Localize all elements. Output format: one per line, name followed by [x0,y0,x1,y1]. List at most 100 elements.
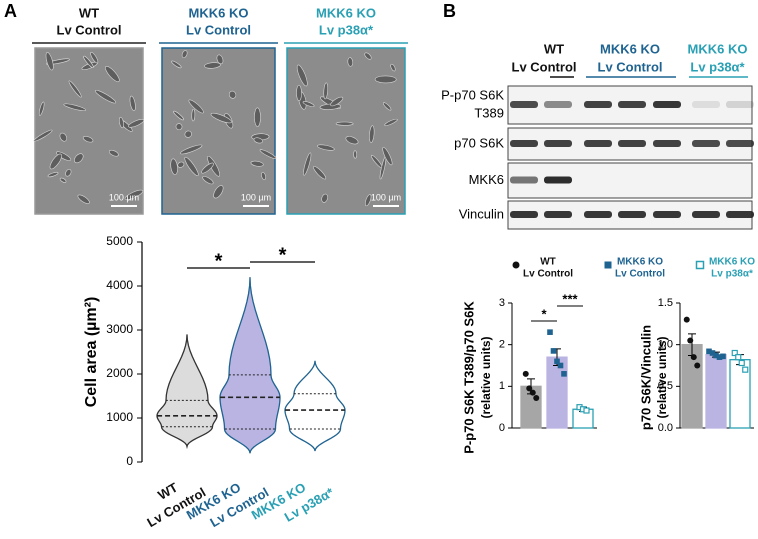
data-point [522,370,529,377]
legend-marker [604,261,612,269]
data-point [683,316,690,323]
legend-label: MKK6 KO [617,257,663,268]
blot-band [653,140,681,147]
blot-band [510,101,538,108]
legend-marker [512,261,520,269]
violin [219,277,281,454]
cell [228,90,237,99]
blot-band [584,140,612,147]
data-point [547,329,553,335]
image-title: MKK6 KO [316,5,376,20]
data-point [731,349,738,357]
significance-label: * [215,250,223,272]
data-point [742,366,749,373]
y-tick-label: 1000 [106,410,133,424]
cell [128,119,145,128]
data-point [561,371,567,377]
cell [313,166,327,180]
cell [181,50,188,59]
image-title: MKK6 KO [189,5,249,20]
blot-band [653,211,681,218]
y-axis-label: Cell area (µm²) [83,297,100,408]
cell [317,144,335,151]
y-tick-label: 1.0 [658,339,673,351]
blot-row-label: T389 [474,105,504,120]
cell [82,136,94,143]
cell [184,156,199,177]
cell [177,161,185,168]
blot-band [618,140,646,147]
cell [364,194,372,207]
cell [202,176,214,185]
y-axis-label: (relative units) [655,336,669,418]
cell [369,125,375,143]
cell [382,147,393,166]
cell [119,116,124,129]
blot-row-label: P-p70 S6K [441,87,504,102]
cell [353,150,357,159]
blot-band [544,211,572,218]
blot-row-label: p70 S6K [454,135,504,150]
legend-marker [695,260,705,270]
cell [33,129,53,142]
cell [68,80,82,98]
cell [171,60,182,69]
cell [49,153,62,170]
cell [175,123,183,131]
legend-label: MKK6 KO [709,257,755,268]
cell [323,82,329,100]
legend-label: WT [540,257,556,268]
panel-label: B [443,1,456,21]
blot-band [544,101,572,108]
cell [188,99,204,114]
cell [74,153,84,164]
blot-band [618,211,646,218]
y-tick-label: 0 [126,454,133,468]
y-axis-label: p70 S6K/Vinculin [638,325,653,430]
blot-band [584,101,612,108]
cell [303,152,312,176]
data-point [694,362,701,369]
data-point [735,354,742,361]
significance-label: *** [562,291,578,306]
blot-band [584,211,612,218]
cell [59,132,68,142]
cell [173,110,184,121]
micrograph [34,47,144,215]
data-point [554,358,560,365]
cell [124,189,144,201]
blot-band [544,176,572,184]
cell [77,194,90,204]
cell [259,149,277,159]
blot-band [510,140,538,147]
y-tick-label: 2000 [106,366,133,380]
panel-label: A [4,1,17,21]
y-tick-label: 0.5 [658,380,673,392]
y-tick-label: 1 [499,380,505,392]
data-point [557,362,564,369]
cell [45,52,54,71]
blot-column-title: WT [544,41,564,56]
cell [184,130,192,138]
cell [105,66,120,83]
data-point [583,407,590,414]
blot-band [726,140,754,147]
blot-column-title: MKK6 KO [688,41,748,56]
y-tick-label: 3 [499,297,505,309]
cell [94,89,117,104]
data-point [550,348,557,354]
cell [47,172,59,178]
blot-band [692,101,720,108]
image-title: Lv Control [186,22,251,37]
blot-band [653,101,681,108]
blot-band [510,211,538,218]
image-title: Lv Control [57,22,122,37]
cell [201,162,214,174]
cell [59,177,67,183]
cell [90,51,99,64]
blot-column-title: Lv Control [598,59,663,74]
cell [204,62,221,69]
data-point [716,354,723,360]
cell [345,136,359,145]
